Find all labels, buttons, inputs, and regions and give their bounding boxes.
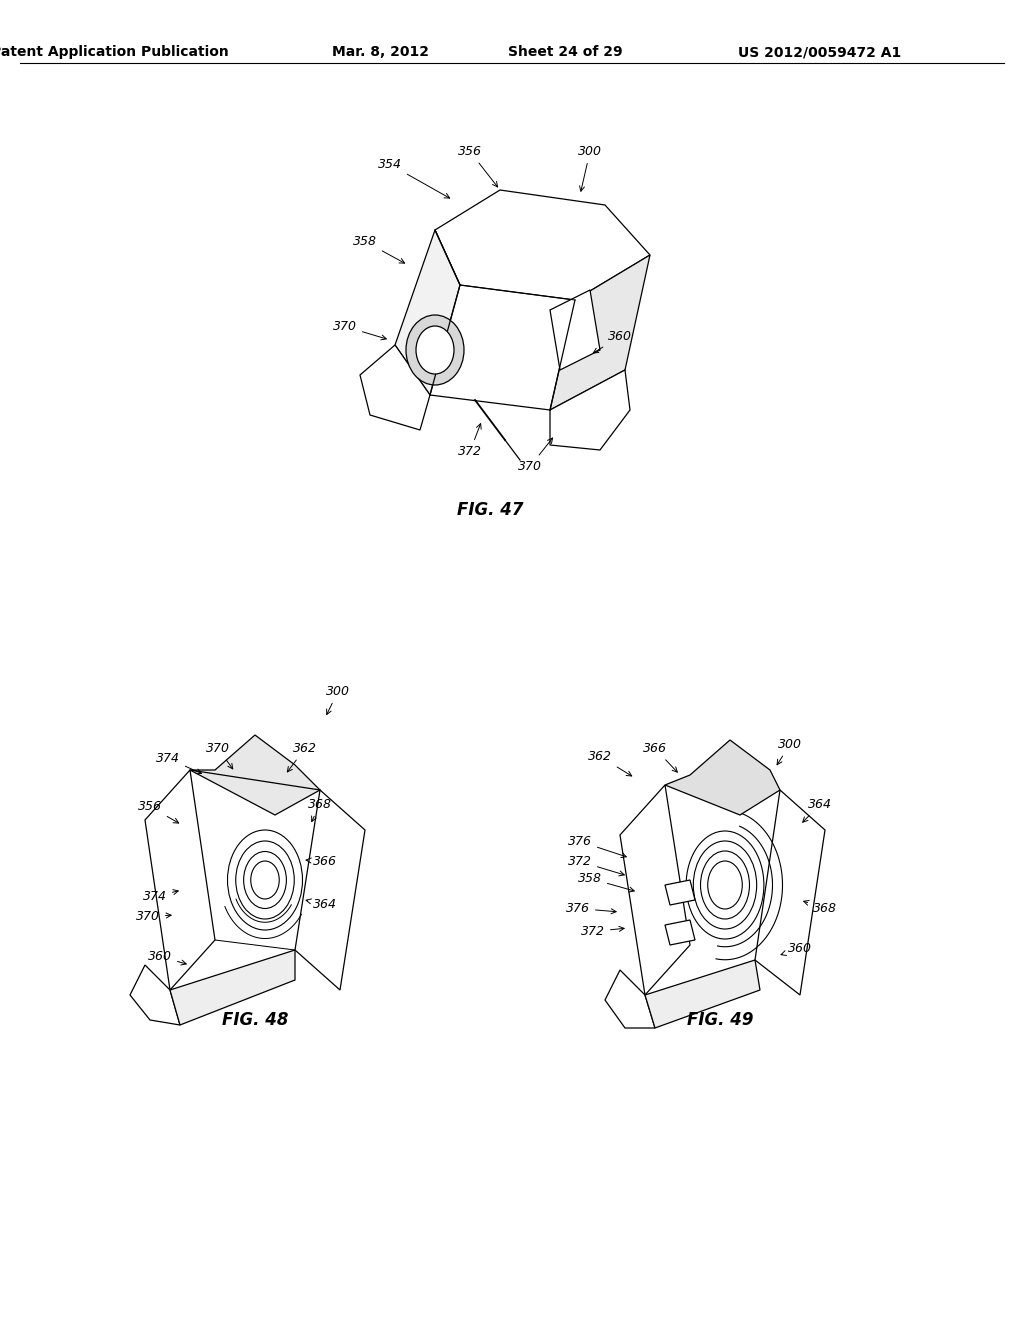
Polygon shape bbox=[360, 345, 430, 430]
Polygon shape bbox=[435, 190, 650, 300]
Polygon shape bbox=[550, 370, 630, 450]
Text: Patent Application Publication: Patent Application Publication bbox=[0, 45, 229, 59]
Polygon shape bbox=[395, 230, 460, 395]
Polygon shape bbox=[645, 960, 760, 1028]
Text: Mar. 8, 2012: Mar. 8, 2012 bbox=[332, 45, 428, 59]
Polygon shape bbox=[620, 785, 690, 995]
Text: 362: 362 bbox=[588, 750, 632, 776]
Text: 354: 354 bbox=[378, 158, 450, 198]
Text: 300: 300 bbox=[326, 685, 350, 714]
Text: 364: 364 bbox=[306, 898, 337, 911]
Text: 358: 358 bbox=[353, 235, 404, 263]
Ellipse shape bbox=[416, 326, 454, 374]
Polygon shape bbox=[755, 789, 825, 995]
Text: 376: 376 bbox=[566, 902, 616, 915]
Text: 370: 370 bbox=[206, 742, 232, 768]
Text: US 2012/0059472 A1: US 2012/0059472 A1 bbox=[738, 45, 901, 59]
Polygon shape bbox=[605, 970, 655, 1028]
Text: 374: 374 bbox=[156, 752, 202, 774]
Text: Sheet 24 of 29: Sheet 24 of 29 bbox=[508, 45, 623, 59]
Text: 372: 372 bbox=[568, 855, 625, 876]
Text: FIG. 49: FIG. 49 bbox=[687, 1011, 754, 1030]
Text: 360: 360 bbox=[148, 950, 186, 965]
Text: 366: 366 bbox=[643, 742, 677, 772]
Text: 358: 358 bbox=[578, 873, 634, 892]
Polygon shape bbox=[170, 950, 295, 1026]
Text: 362: 362 bbox=[288, 742, 317, 772]
Text: 376: 376 bbox=[568, 836, 627, 858]
Text: FIG. 48: FIG. 48 bbox=[222, 1011, 288, 1030]
Polygon shape bbox=[665, 880, 695, 906]
Text: 370: 370 bbox=[136, 909, 171, 923]
Polygon shape bbox=[550, 290, 600, 370]
Text: 370: 370 bbox=[518, 438, 553, 473]
Polygon shape bbox=[145, 770, 215, 990]
Text: 360: 360 bbox=[781, 942, 812, 956]
Text: 356: 356 bbox=[458, 145, 498, 187]
Ellipse shape bbox=[406, 315, 464, 385]
Polygon shape bbox=[665, 920, 695, 945]
Text: FIG. 47: FIG. 47 bbox=[457, 502, 523, 519]
Text: 356: 356 bbox=[138, 800, 178, 824]
Text: 300: 300 bbox=[578, 145, 602, 191]
Text: 364: 364 bbox=[803, 799, 831, 822]
Text: 300: 300 bbox=[777, 738, 802, 764]
Text: 374: 374 bbox=[143, 890, 178, 903]
Polygon shape bbox=[550, 255, 650, 411]
Polygon shape bbox=[190, 735, 319, 814]
Polygon shape bbox=[295, 789, 365, 990]
Text: 372: 372 bbox=[458, 424, 482, 458]
Text: 368: 368 bbox=[804, 900, 837, 915]
Polygon shape bbox=[130, 965, 180, 1026]
Polygon shape bbox=[665, 741, 780, 814]
Text: 372: 372 bbox=[581, 925, 625, 939]
Text: 360: 360 bbox=[593, 330, 632, 352]
Text: 368: 368 bbox=[308, 799, 332, 821]
Text: 366: 366 bbox=[306, 855, 337, 869]
Text: 370: 370 bbox=[333, 319, 386, 339]
